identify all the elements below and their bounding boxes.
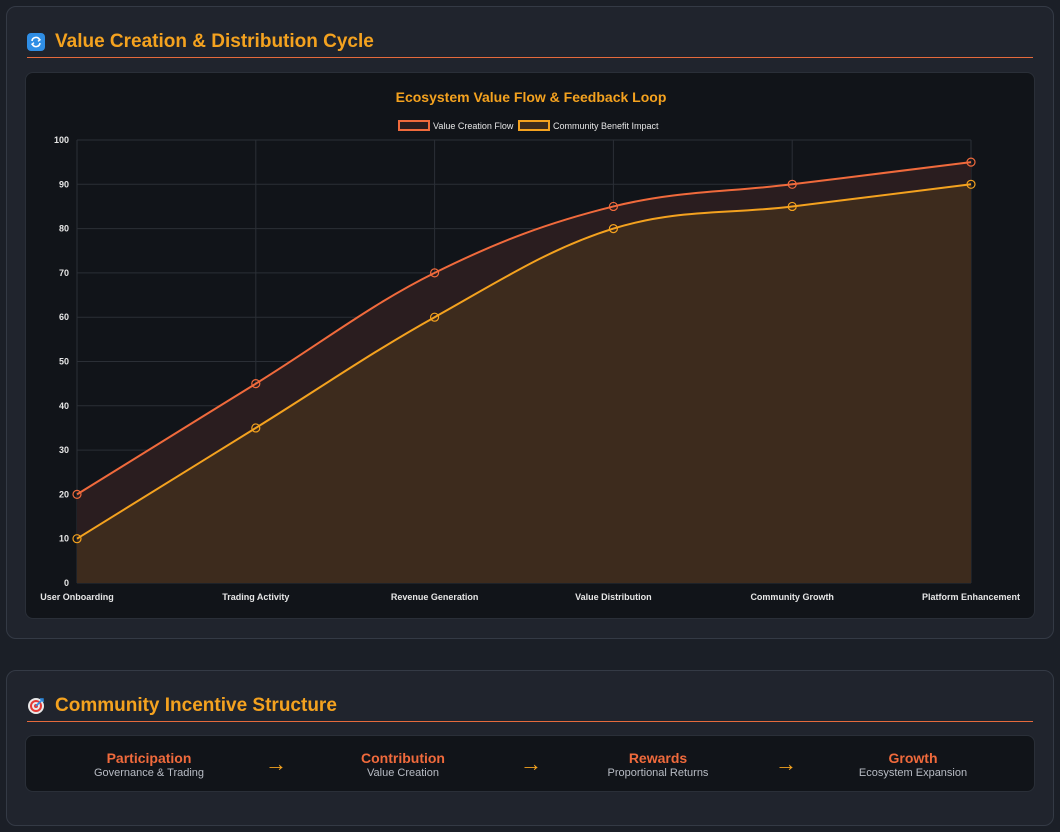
y-tick-label: 40 bbox=[59, 401, 69, 411]
data-point bbox=[430, 268, 440, 278]
x-tick-label: Trading Activity bbox=[222, 592, 289, 602]
value-cycle-panel: Value Creation & Distribution Cycle Ecos… bbox=[6, 6, 1054, 639]
chart-title: Ecosystem Value Flow & Feedback Loop bbox=[396, 89, 667, 105]
step-rewards: Rewards Proportional Returns bbox=[573, 750, 743, 780]
series-line bbox=[76, 183, 972, 540]
data-point bbox=[251, 379, 261, 389]
y-tick-label: 0 bbox=[64, 578, 69, 588]
data-point bbox=[430, 312, 440, 322]
incentive-title: Community Incentive Structure bbox=[55, 695, 337, 716]
x-tick-label: Value Distribution bbox=[575, 592, 652, 602]
step-subtitle: Value Creation bbox=[367, 767, 439, 779]
x-tick-label: Platform Enhancement bbox=[922, 592, 1020, 602]
step-contribution: Contribution Value Creation bbox=[318, 750, 488, 780]
arrow-right-icon: → bbox=[775, 751, 797, 776]
y-tick-label: 20 bbox=[59, 489, 69, 499]
legend-swatch bbox=[518, 120, 550, 131]
step-subtitle: Governance & Trading bbox=[93, 767, 205, 779]
step-participation: Participation Governance & Trading bbox=[64, 750, 234, 780]
step-title: Participation bbox=[106, 750, 192, 766]
data-point bbox=[251, 423, 261, 433]
legend-label: Value Creation Flow bbox=[433, 121, 514, 131]
cycle-arrows-icon bbox=[27, 33, 45, 51]
data-point bbox=[966, 157, 976, 167]
step-title: Contribution bbox=[361, 750, 445, 766]
y-tick-label: 10 bbox=[59, 534, 69, 544]
value-cycle-header: Value Creation & Distribution Cycle bbox=[27, 27, 1033, 58]
y-tick-label: 30 bbox=[59, 445, 69, 455]
y-tick-label: 50 bbox=[59, 357, 69, 367]
data-point bbox=[787, 201, 797, 212]
series-line bbox=[76, 161, 972, 496]
step-subtitle: Ecosystem Expansion bbox=[858, 767, 968, 779]
series-area bbox=[77, 184, 971, 584]
data-point bbox=[608, 224, 619, 234]
data-point bbox=[72, 534, 82, 544]
y-tick-label: 60 bbox=[59, 312, 69, 322]
data-point bbox=[72, 489, 82, 499]
arrow-right-icon: → bbox=[520, 751, 542, 776]
y-tick-label: 70 bbox=[59, 268, 69, 278]
chart-card: Ecosystem Value Flow & Feedback Loop Valu… bbox=[25, 72, 1035, 619]
x-tick-label: Community Growth bbox=[750, 592, 834, 602]
y-tick-label: 80 bbox=[59, 224, 69, 234]
y-tick-label: 100 bbox=[54, 135, 69, 145]
x-tick-label: Revenue Generation bbox=[391, 592, 479, 602]
target-icon bbox=[27, 697, 45, 715]
step-growth: Growth Ecosystem Expansion bbox=[828, 750, 998, 780]
step-title: Rewards bbox=[628, 750, 688, 766]
y-tick-label: 90 bbox=[59, 179, 69, 189]
data-point bbox=[966, 179, 976, 189]
value-flow-chart: Ecosystem Value Flow & Feedback Loop Valu… bbox=[40, 89, 1020, 602]
legend-label: Community Benefit Impact bbox=[553, 121, 659, 131]
incentive-header: Community Incentive Structure bbox=[27, 691, 1033, 722]
legend-swatch bbox=[398, 120, 430, 131]
step-title: Growth bbox=[888, 750, 938, 766]
value-cycle-title: Value Creation & Distribution Cycle bbox=[55, 31, 374, 52]
data-point bbox=[608, 201, 619, 212]
data-point bbox=[787, 179, 797, 189]
incentive-flow: Participation Governance & Trading → Con… bbox=[25, 735, 1035, 792]
x-tick-label: User Onboarding bbox=[40, 592, 114, 602]
incentive-panel: Community Incentive Structure Participat… bbox=[6, 670, 1054, 826]
step-subtitle: Proportional Returns bbox=[607, 767, 709, 779]
arrow-right-icon: → bbox=[265, 751, 287, 776]
